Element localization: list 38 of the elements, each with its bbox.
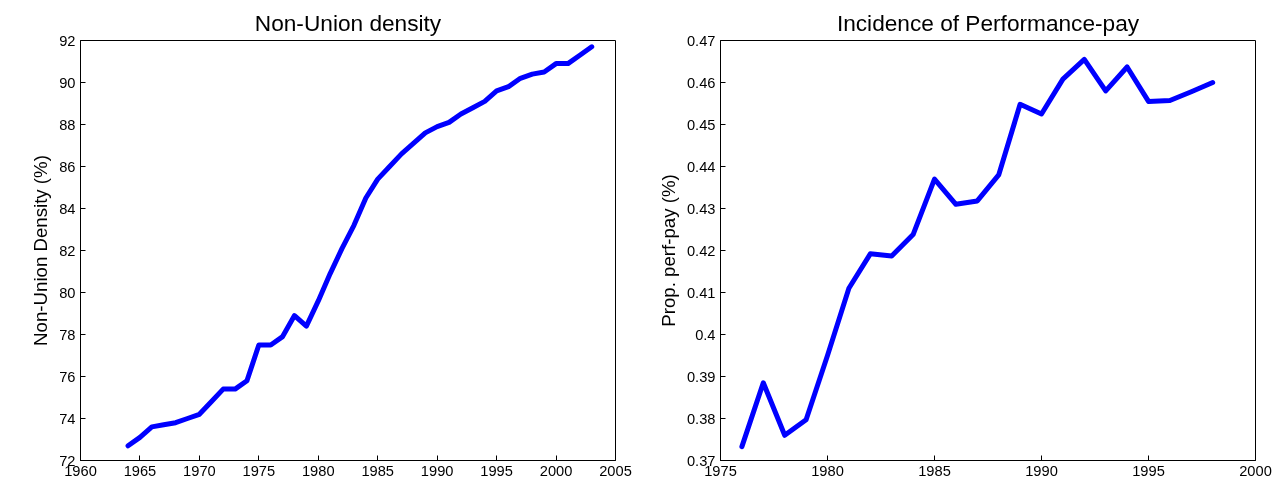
x-tick-label: 1985 <box>361 462 395 479</box>
x-tick-label: 1980 <box>811 462 844 479</box>
y-tick-label: 88 <box>59 116 76 133</box>
y-tick-label: 0.43 <box>686 200 716 217</box>
y-tick-label: 76 <box>59 368 76 385</box>
x-tick-label: 1980 <box>301 462 335 479</box>
x-tick-label: 1990 <box>420 462 454 479</box>
y-tick-label: 82 <box>59 242 76 259</box>
y-tick-label: 84 <box>59 200 76 217</box>
y-tick-label: 0.4 <box>695 326 716 343</box>
x-tick-label: 1970 <box>183 462 216 479</box>
y-tick-label: 0.41 <box>686 284 716 301</box>
y-tick-label: 0.47 <box>686 32 716 49</box>
y-axis-title: Prop. perf-pay (%) <box>657 174 679 327</box>
x-tick-label: 1995 <box>1132 462 1165 479</box>
y-tick-label: 0.38 <box>686 410 716 427</box>
x-tick-label: 2000 <box>539 462 573 479</box>
chart-title: Incidence of Performance-pay <box>836 9 1140 36</box>
y-tick-label: 0.45 <box>686 116 716 133</box>
x-tick-label: 2005 <box>599 462 632 479</box>
y-tick-label: 0.46 <box>686 74 716 91</box>
y-tick-label: 0.44 <box>686 158 716 175</box>
x-tick-label: 1985 <box>918 462 951 479</box>
x-tick-label: 1975 <box>242 462 276 479</box>
y-tick-label: 0.39 <box>686 368 716 385</box>
chart-title: Non-Union density <box>254 9 442 36</box>
x-tick-label: 2000 <box>1239 462 1272 479</box>
y-tick-label: 86 <box>59 158 76 175</box>
y-tick-label: 80 <box>59 284 76 301</box>
x-tick-label: 1965 <box>123 462 157 479</box>
x-tick-label: 1990 <box>1025 462 1058 479</box>
y-tick-label: 92 <box>59 32 76 49</box>
y-tick-label: 78 <box>59 326 76 343</box>
y-axis-title: Non-Union Density (%) <box>30 155 52 346</box>
y-tick-label: 90 <box>59 74 76 91</box>
y-tick-label: 0.42 <box>686 242 716 259</box>
y-tick-label: 74 <box>59 410 76 427</box>
x-tick-label: 1995 <box>480 462 513 479</box>
